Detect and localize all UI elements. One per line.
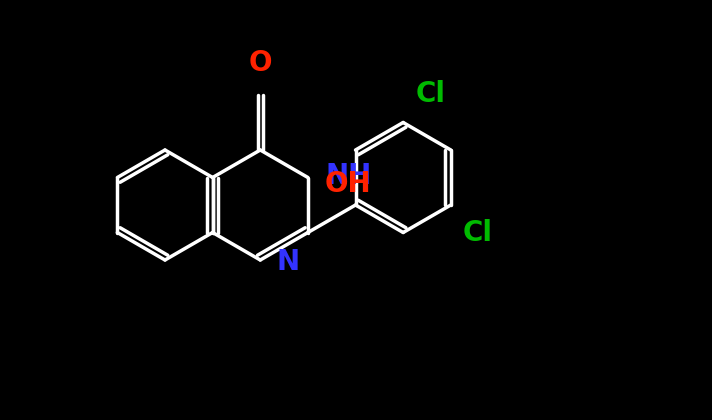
Text: NH: NH <box>326 162 372 189</box>
Text: OH: OH <box>324 170 371 198</box>
Text: N: N <box>276 248 299 276</box>
Text: Cl: Cl <box>463 219 493 247</box>
Text: O: O <box>248 49 272 77</box>
Text: Cl: Cl <box>415 81 445 108</box>
